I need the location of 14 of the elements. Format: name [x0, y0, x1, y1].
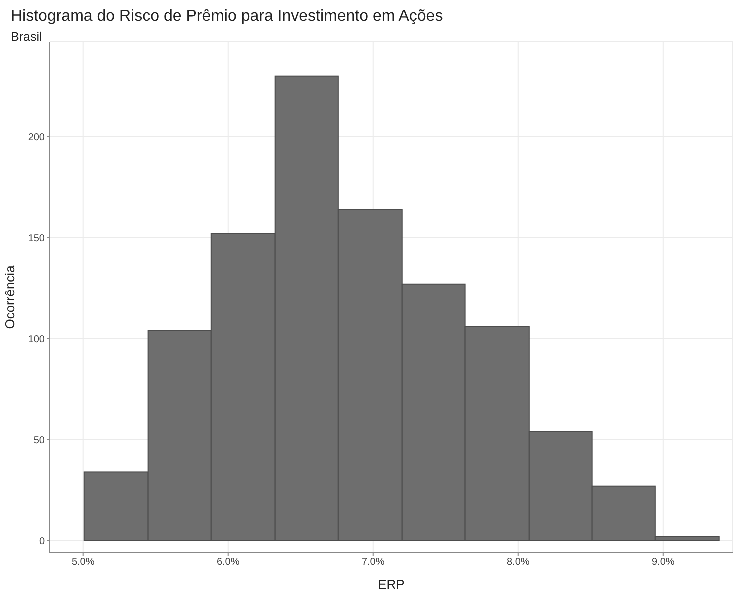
x-tick-label: 9.0%: [652, 557, 675, 568]
y-tick-label: 150: [28, 233, 46, 244]
chart-subtitle: Brasil: [11, 30, 42, 44]
y-tick-label: 0: [39, 536, 46, 548]
chart-title: Histograma do Risco de Prêmio para Investimento em Ações: [11, 8, 444, 26]
x-tick-label: 5.0%: [72, 557, 95, 568]
y-tick-label: 200: [28, 132, 46, 144]
x-tick-label: 7.0%: [362, 557, 385, 568]
x-tick-label: 8.0%: [506, 557, 530, 568]
y-axis-title: Ocorrência: [2, 264, 18, 330]
y-tick-label: 100: [28, 334, 46, 346]
y-tick-label: 50: [34, 435, 46, 446]
x-axis-title: ERP: [378, 577, 405, 592]
x-tick-label: 6.0%: [216, 557, 240, 568]
